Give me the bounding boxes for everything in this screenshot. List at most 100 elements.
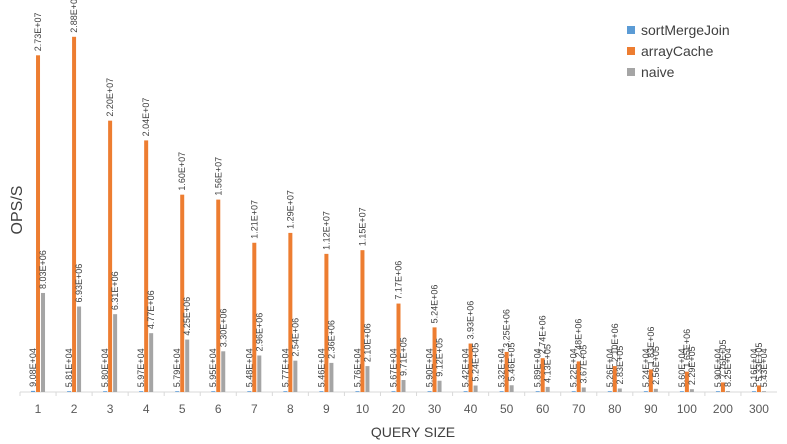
data-label-naive: 5.43E+04 [759,348,769,387]
bar-arraycache [540,358,545,392]
data-label-sortmergejoin: 5.80E+04 [100,348,110,387]
bar-arraycache [684,371,689,392]
bar-naive [41,292,46,392]
data-label-arraycache: 2.48E+06 [574,319,584,358]
data-label-arraycache: 2.88E+07 [69,0,79,33]
bar-naive [725,390,730,392]
data-label-naive: 3.67E+05 [579,345,589,384]
legend-label-sortmergejoin: sortMergeJoin [641,22,730,38]
data-label-sortmergejoin: 5.46E+04 [316,348,326,387]
bar-arraycache [576,361,581,392]
bar-naive [221,351,226,392]
data-label-sortmergejoin: 5.90E+04 [713,348,723,387]
data-label-sortmergejoin: 5.95E+04 [208,348,218,387]
data-label-arraycache: 1.29E+07 [285,190,295,229]
data-label-naive: 4.77E+06 [146,290,156,329]
x-tick-label: 7 [251,402,258,416]
bar-sortmergejoin [643,391,648,392]
data-label-sortmergejoin: 5.22E+04 [569,348,579,387]
bar-sortmergejoin [355,391,360,392]
data-label-naive: 3.30E+06 [218,309,228,348]
bar-arraycache [144,140,149,392]
bar-naive [293,360,298,392]
bar-naive [149,333,154,392]
bar-sortmergejoin [535,391,540,392]
data-label-sortmergejoin: 5.89E+04 [533,348,543,387]
data-label-naive: 2.56E+05 [651,346,661,385]
data-label-arraycache: 3.25E+06 [502,309,512,348]
x-tick-label: 10 [356,402,370,416]
data-label-naive: 6.31E+06 [110,271,120,310]
bar-arraycache [396,303,401,392]
data-label-naive: 2.83E+05 [615,346,625,385]
data-label-arraycache: 2.73E+07 [33,13,43,52]
bar-naive [653,388,658,392]
legend-swatch-naive [627,68,635,76]
data-label-arraycache: 5.33E+05 [754,343,764,382]
data-label-sortmergejoin: 5.90E+04 [425,348,435,387]
data-label-sortmergejoin: 5.32E+04 [497,348,507,387]
data-label-arraycache: 2.20E+07 [105,78,115,117]
bar-sortmergejoin [463,391,468,392]
bar-sortmergejoin [499,391,504,392]
data-label-arraycache: 7.76E+05 [718,340,728,379]
data-label-sortmergejoin: 5.26E+04 [605,348,615,387]
legend: sortMergeJoin arrayCache naive [627,18,769,88]
bar-arraycache [432,327,437,392]
data-label-naive: 5.46E+05 [507,342,517,381]
legend-item-sortmergejoin: sortMergeJoin [627,20,730,40]
data-label-arraycache: 1.21E+07 [249,200,259,239]
bar-sortmergejoin [607,391,612,392]
bar-naive [113,314,118,392]
data-label-sortmergejoin: 5.81E+04 [64,348,74,387]
bar-naive [365,366,370,392]
bar-sortmergejoin [175,391,180,392]
bar-naive [473,385,478,392]
data-label-sortmergejoin: 5.77E+04 [280,348,290,387]
bar-naive [761,391,766,392]
bar-arraycache [324,253,329,392]
bar-naive [437,380,442,392]
data-label-sortmergejoin: 5.67E+04 [389,348,399,387]
x-tick-label: 9 [323,402,330,416]
bar-arraycache [180,194,185,392]
data-label-naive: 2.96E+06 [254,313,264,352]
bar-naive [401,380,406,392]
bar-naive [617,388,622,392]
data-label-naive: 8.03E+06 [38,250,48,289]
data-label-sortmergejoin: 5.48E+04 [244,348,254,387]
x-tick-label: 50 [500,402,514,416]
bar-naive [581,387,586,392]
bar-arraycache [288,232,293,392]
bar-naive [509,385,514,392]
bar-arraycache [252,242,257,392]
bar-sortmergejoin [283,391,288,392]
x-tick-label: 80 [608,402,622,416]
bar-arraycache [612,366,617,392]
data-label-arraycache: 1.60E+07 [177,152,187,191]
x-tick-label: 20 [392,402,406,416]
x-tick-label: 70 [572,402,586,416]
x-tick-label: 1 [35,402,42,416]
data-label-arraycache: 1.56E+07 [213,157,223,196]
bar-arraycache [36,55,41,393]
data-label-arraycache: 1.65E+06 [682,329,692,368]
legend-item-naive: naive [627,62,674,82]
bar-arraycache [468,343,473,392]
bar-sortmergejoin [427,391,432,392]
bar-sortmergejoin [211,391,216,392]
x-tick-label: 40 [464,402,478,416]
bar-naive [689,389,694,392]
legend-label-arraycache: arrayCache [641,43,714,59]
bar-sortmergejoin [103,391,108,392]
data-label-naive: 8.25E+04 [723,348,733,387]
data-label-sortmergejoin: 5.24E+04 [641,348,651,387]
data-label-naive: 2.54E+06 [290,318,300,357]
data-label-sortmergejoin: 9.08E+04 [28,348,38,387]
data-label-arraycache: 2.10E+06 [610,323,620,362]
data-label-arraycache: 3.93E+06 [466,301,476,340]
y-axis-label: OPS/S [9,186,26,235]
bar-sortmergejoin [715,391,720,392]
